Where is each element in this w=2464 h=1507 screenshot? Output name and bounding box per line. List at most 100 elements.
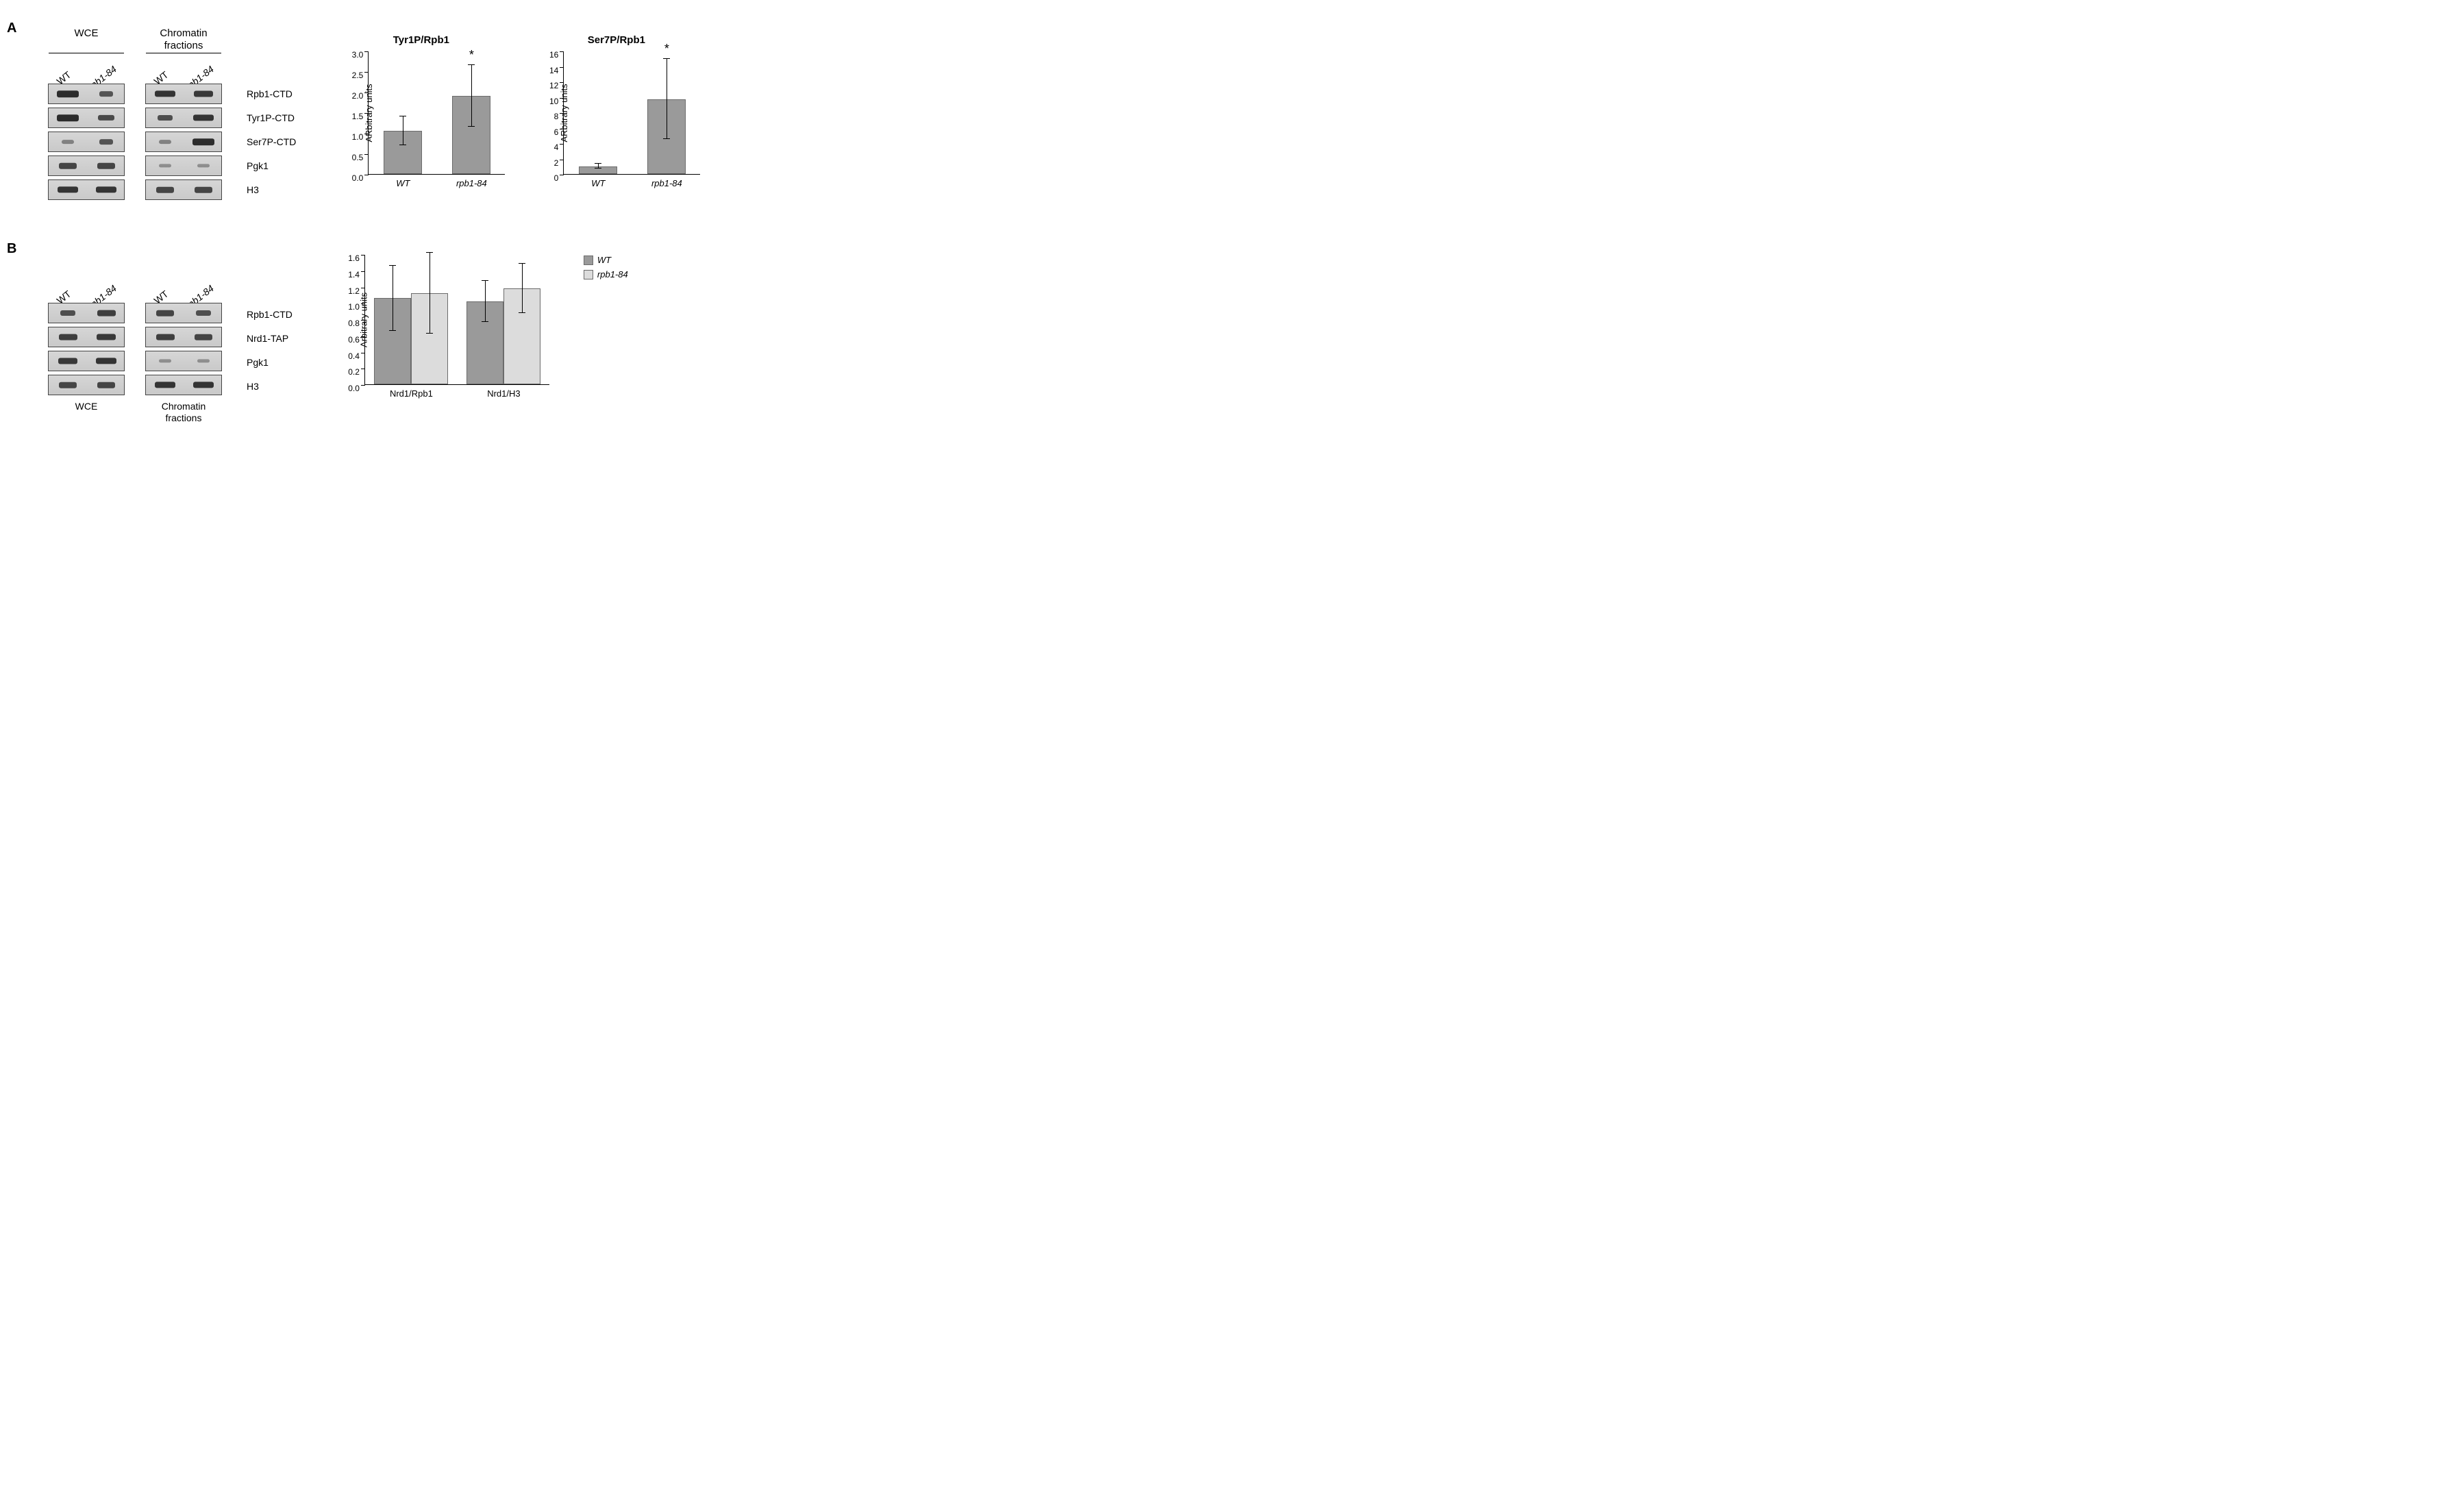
ytick-label: 12 bbox=[549, 81, 564, 90]
blot-band bbox=[156, 187, 173, 193]
blot-stack bbox=[48, 303, 125, 395]
legend-swatch bbox=[584, 256, 593, 265]
panel-b-blots: WTrpb1-84WTrpb1-84Rpb1-CTDNrd1-TAPPgk1H3 bbox=[48, 248, 293, 397]
blot-bottom-label: WCE bbox=[48, 401, 125, 424]
blot-band bbox=[156, 334, 175, 340]
blot-box bbox=[145, 351, 222, 371]
blot-band bbox=[193, 114, 214, 121]
error-cap bbox=[482, 321, 488, 322]
blot-box bbox=[145, 132, 222, 152]
blot-row-label: Nrd1-TAP bbox=[242, 328, 293, 349]
ytick-label: 1.5 bbox=[352, 112, 369, 121]
blot-row-label: Tyr1P-CTD bbox=[242, 108, 296, 128]
blot-band bbox=[62, 140, 74, 144]
xtick-label: Nrd1/H3 bbox=[487, 384, 520, 399]
panel-a-charts: Tyr1P/Rpb1ARbitrary units0.00.51.01.52.0… bbox=[337, 34, 700, 200]
significance-marker: * bbox=[664, 42, 669, 56]
blot-band bbox=[195, 334, 212, 340]
ytick-label: 0 bbox=[554, 173, 564, 183]
panel-a-blots: WCEWTrpb1-84 ChromatinfractionsWTrpb1-84 R… bbox=[48, 27, 296, 200]
lane-labels: WTrpb1-84 bbox=[48, 55, 125, 82]
blot-band bbox=[60, 310, 75, 316]
blot-row-label: Pgk1 bbox=[242, 155, 296, 176]
error-cap bbox=[426, 252, 433, 253]
blot-group: WCEWTrpb1-84 bbox=[48, 27, 125, 200]
ytick-label: 0.8 bbox=[348, 319, 365, 328]
ytick-label: 14 bbox=[549, 66, 564, 75]
blot-stack bbox=[145, 303, 222, 395]
blot-band bbox=[192, 138, 214, 145]
lane-labels: WTrpb1-84 bbox=[48, 274, 125, 301]
panel-a: A WCEWTrpb1-84ChromatinfractionsWTrpb1-8… bbox=[21, 21, 925, 200]
blot-band bbox=[194, 91, 214, 97]
ytick-label: 1.4 bbox=[348, 270, 365, 279]
blot-group-header: WCE bbox=[49, 27, 124, 53]
ytick-label: 0.2 bbox=[348, 367, 365, 377]
figure-root: A WCEWTrpb1-84ChromatinfractionsWTrpb1-8… bbox=[21, 21, 925, 424]
blot-group: WTrpb1-84 bbox=[48, 248, 125, 397]
blot-box bbox=[48, 132, 125, 152]
error-cap bbox=[468, 64, 475, 65]
chart-legend: WTrpb1-84 bbox=[584, 255, 628, 279]
panel-b-charts: Arbitrary units0.00.20.40.60.81.01.21.41… bbox=[334, 255, 628, 424]
blot-band bbox=[159, 140, 171, 144]
blot-box bbox=[48, 155, 125, 176]
blot-band bbox=[57, 90, 79, 97]
blot-band bbox=[97, 382, 114, 388]
lane-labels: WTrpb1-84 bbox=[145, 274, 222, 301]
blot-stack bbox=[48, 84, 125, 200]
blot-row-label: Pgk1 bbox=[242, 352, 293, 373]
ytick-label: 1.0 bbox=[348, 302, 365, 312]
blot-box bbox=[48, 84, 125, 104]
blot-stack bbox=[145, 84, 222, 200]
error-cap bbox=[482, 280, 488, 281]
ytick-label: 0.0 bbox=[348, 384, 365, 393]
blot-group: ChromatinfractionsWTrpb1-84 bbox=[145, 27, 222, 200]
blot-row-labels: Rpb1-CTDNrd1-TAPPgk1H3 bbox=[242, 304, 293, 397]
bar-chart: Tyr1P/Rpb1ARbitrary units0.00.51.01.52.0… bbox=[337, 34, 505, 194]
blot-box bbox=[48, 179, 125, 200]
blot-row-label: Rpb1-CTD bbox=[242, 84, 296, 104]
blot-band bbox=[156, 310, 173, 316]
xtick-label: rpb1-84 bbox=[651, 174, 682, 188]
blot-band bbox=[97, 310, 116, 316]
error-cap bbox=[519, 312, 525, 313]
blot-band bbox=[193, 382, 214, 388]
bar-chart: Ser7P/Rpb1 ARbitrary units0246810121416WT… bbox=[532, 34, 700, 194]
legend-item: WT bbox=[584, 255, 628, 265]
ytick-label: 1.0 bbox=[352, 132, 369, 142]
chart-title: Ser7P/Rpb1 bbox=[532, 34, 700, 46]
error-cap bbox=[468, 126, 475, 127]
plot-area: ARbitrary units0246810121416WT*rpb1-84 bbox=[563, 51, 700, 175]
blot-band bbox=[99, 139, 113, 145]
blot-band bbox=[159, 359, 171, 362]
panel-b-blots-container: WTrpb1-84WTrpb1-84Rpb1-CTDNrd1-TAPPgk1H3… bbox=[21, 241, 293, 424]
panel-b-letter: B bbox=[7, 241, 16, 257]
blot-box bbox=[145, 375, 222, 395]
blot-band bbox=[58, 186, 79, 192]
plot-area: ARbitrary units0.00.51.01.52.02.53.0WT*r… bbox=[368, 51, 505, 175]
ytick-label: 1.6 bbox=[348, 253, 365, 263]
blot-band bbox=[96, 358, 117, 364]
blot-row-labels: Rpb1-CTD Tyr1P-CTD Ser7P-CTD Pgk1 H3 bbox=[242, 84, 296, 200]
blot-box bbox=[145, 303, 222, 323]
blot-band bbox=[197, 359, 210, 362]
blot-group: WTrpb1-84 bbox=[145, 248, 222, 397]
blot-row-label: Ser7P-CTD bbox=[242, 132, 296, 152]
blot-band bbox=[57, 114, 79, 121]
error-cap bbox=[389, 330, 396, 331]
blot-box bbox=[48, 327, 125, 347]
plot-area: Arbitrary units0.00.20.40.60.81.01.21.41… bbox=[364, 255, 549, 385]
ytick-label: 3.0 bbox=[352, 50, 369, 60]
error-cap bbox=[663, 138, 670, 139]
blot-band bbox=[99, 91, 113, 97]
ytick-label: 2.0 bbox=[352, 91, 369, 101]
blot-band bbox=[97, 334, 116, 340]
ytick-label: 16 bbox=[549, 50, 564, 60]
blot-box bbox=[145, 108, 222, 128]
blot-row-label: H3 bbox=[242, 179, 296, 200]
error-cap bbox=[595, 168, 601, 169]
blot-band bbox=[97, 163, 114, 169]
panel-b-bottom-labels: WCEChromatinfractions bbox=[48, 401, 293, 424]
blot-band bbox=[98, 115, 114, 121]
